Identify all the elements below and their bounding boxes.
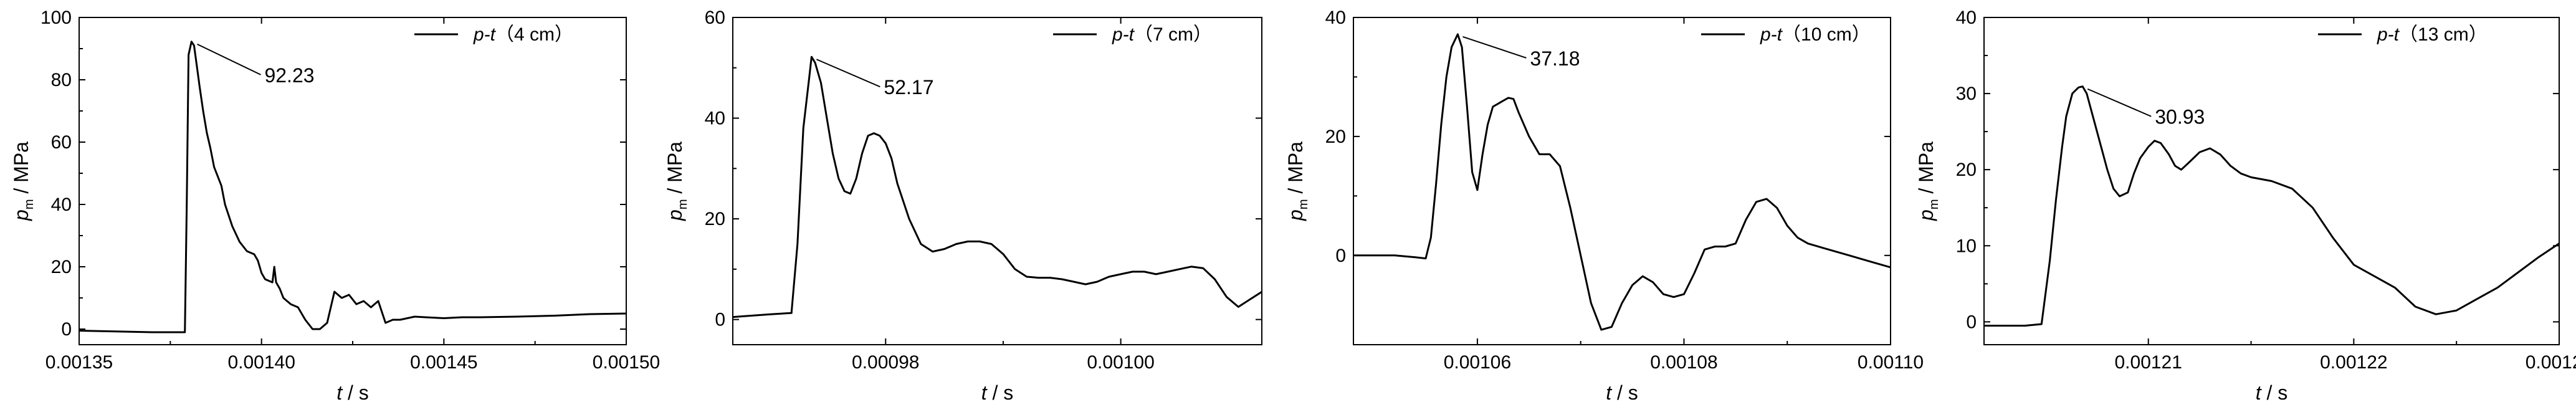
y-tick-label: 80 — [51, 70, 72, 90]
x-axis-label: t / s — [981, 381, 1014, 404]
y-tick-label: 20 — [1325, 127, 1346, 147]
annotation-leader — [1462, 36, 1527, 59]
y-tick-label: 60 — [51, 132, 72, 153]
x-tick-label: 0.00150 — [593, 352, 660, 373]
x-axis-label-unit: / s — [342, 381, 369, 404]
y-tick-label: 60 — [705, 7, 725, 28]
x-axis-label: t / s — [2256, 381, 2288, 404]
y-axis-label-italic: p — [664, 209, 686, 221]
y-tick-label: 100 — [41, 7, 72, 28]
peak-annotation: 52.17 — [884, 76, 933, 98]
chart-panel-3: 0.00106 0.00108 0.00110 0 20 40 37.18 p-t（10 cm… — [1284, 7, 1924, 404]
y-tick-label: 40 — [51, 194, 72, 215]
y-axis-label-unit: / MPa — [10, 141, 32, 199]
y-axis-label-subscript: m — [1297, 199, 1310, 210]
legend-label: p-t（4 cm） — [473, 24, 573, 45]
y-tick-label: 40 — [1956, 7, 1977, 28]
legend-rest: （7 cm） — [1134, 24, 1212, 45]
y-axis-label: pm / MPa — [1915, 141, 1941, 221]
legend-label: p-t（7 cm） — [1112, 24, 1212, 45]
y-axis-label-unit: / MPa — [1915, 141, 1937, 199]
y-axis-label: pm / MPa — [664, 141, 690, 221]
x-tick-label: 0.00108 — [1650, 352, 1717, 373]
y-axis-label-italic: p — [1915, 209, 1937, 221]
y-axis-label-unit: / MPa — [1284, 141, 1307, 199]
plot-frame — [79, 17, 627, 345]
x-tick-label: 0.00098 — [852, 352, 919, 373]
x-tick-label: 0.00135 — [45, 352, 113, 373]
legend-label: p-t（10 cm） — [1760, 24, 1871, 45]
chart-panel-1: 0.00135 0.00140 0.00145 0.00150 0 20 40 60 80 100… — [10, 7, 660, 404]
chart-panel-4: 0.00121 0.00122 0.00123 0 10 20 30 40 30.93 p-t（1… — [1915, 7, 2576, 404]
plot-frame — [732, 17, 1262, 345]
x-tick-label: 0.00123 — [2526, 352, 2576, 373]
x-tick-label: 0.00145 — [410, 352, 477, 373]
series-line — [1984, 85, 2560, 327]
chart-panel-2: 0.00098 0.00100 0 20 40 60 52.17 p-t（7 cm） t / s… — [664, 7, 1262, 404]
plot-frame — [1983, 17, 2560, 345]
peak-annotation: 37.18 — [1530, 47, 1580, 70]
series-line — [1353, 33, 1891, 331]
y-axis-label-subscript: m — [676, 199, 690, 210]
series-line — [79, 41, 627, 333]
x-tick-label: 0.00106 — [1444, 352, 1511, 373]
x-tick-label: 0.00140 — [227, 352, 295, 373]
x-axis-label-italic: t — [981, 381, 988, 404]
y-tick-label: 40 — [1325, 7, 1346, 28]
y-tick-label: 20 — [1956, 160, 1977, 180]
y-axis-label: pm / MPa — [10, 141, 36, 221]
legend-rest: （10 cm） — [1782, 24, 1871, 45]
x-axis-label-italic: t — [1606, 381, 1612, 404]
annotation-leader — [2087, 88, 2152, 117]
plot-frame — [1353, 17, 1891, 345]
x-axis-label: t / s — [336, 381, 369, 404]
y-axis-label-subscript: m — [22, 199, 36, 210]
peak-annotation: 92.23 — [264, 64, 314, 87]
y-axis-label-subscript: m — [1927, 199, 1941, 210]
legend-italic: p-t — [473, 24, 497, 45]
series-line — [732, 55, 1262, 319]
y-axis-label-unit: / MPa — [664, 141, 686, 199]
x-axis-label-unit: / s — [2261, 381, 2288, 404]
y-tick-label: 0 — [715, 310, 725, 330]
y-axis-label: pm / MPa — [1284, 141, 1310, 221]
y-axis-label-italic: p — [1284, 209, 1307, 221]
x-tick-label: 0.00110 — [1858, 352, 1924, 373]
x-axis-label-unit: / s — [987, 381, 1014, 404]
x-axis-label: t / s — [1606, 381, 1638, 404]
x-tick-label: 0.00100 — [1087, 352, 1154, 373]
legend-label: p-t（13 cm） — [2377, 24, 2488, 45]
y-tick-label: 40 — [705, 108, 725, 129]
y-tick-label: 0 — [1966, 312, 1977, 332]
y-tick-label: 0 — [61, 319, 72, 340]
x-axis-label-italic: t — [336, 381, 343, 404]
y-tick-label: 0 — [1335, 246, 1346, 266]
x-axis-label-italic: t — [2256, 381, 2262, 404]
legend-italic: p-t — [1760, 24, 1783, 45]
y-tick-label: 20 — [51, 257, 72, 277]
peak-annotation: 30.93 — [2155, 106, 2205, 128]
legend-italic: p-t — [2377, 24, 2400, 45]
y-axis-label-italic: p — [10, 209, 32, 221]
legend-rest: （4 cm） — [495, 24, 573, 45]
x-axis-label-unit: / s — [1611, 381, 1638, 404]
x-tick-label: 0.00121 — [2114, 352, 2182, 373]
x-tick-label: 0.00122 — [2320, 352, 2387, 373]
y-tick-label: 30 — [1956, 84, 1977, 104]
y-tick-label: 20 — [705, 209, 725, 229]
y-tick-label: 10 — [1956, 236, 1977, 256]
annotation-leader — [197, 43, 261, 75]
annotation-leader — [816, 59, 880, 88]
legend-rest: （13 cm） — [2399, 24, 2488, 45]
legend-italic: p-t — [1112, 24, 1135, 45]
